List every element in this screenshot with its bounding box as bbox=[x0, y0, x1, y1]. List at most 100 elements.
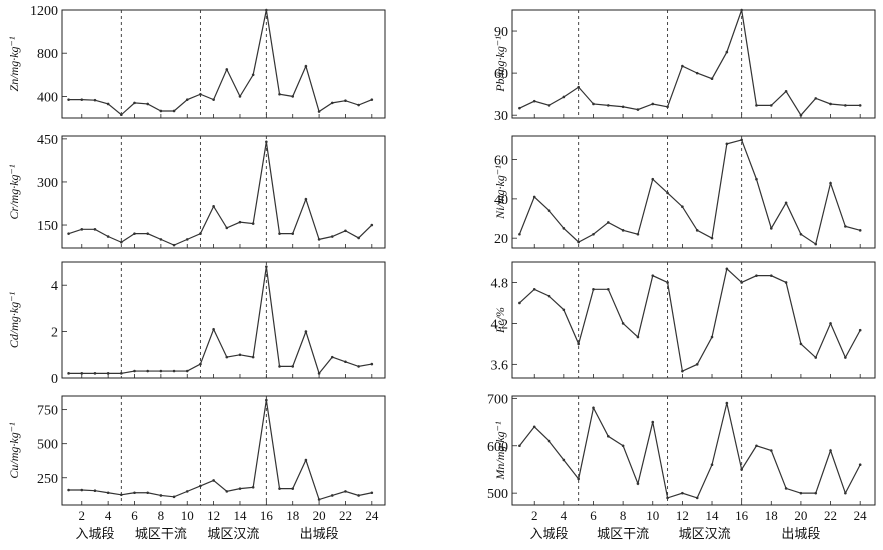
data-point bbox=[304, 64, 308, 68]
data-point bbox=[225, 355, 229, 359]
x-tick-label: 10 bbox=[646, 508, 659, 523]
data-point bbox=[799, 232, 803, 236]
data-point bbox=[621, 444, 625, 448]
plot-frame bbox=[511, 395, 876, 506]
y-tick-label: 3.6 bbox=[491, 358, 509, 373]
data-point bbox=[67, 98, 70, 101]
data-point bbox=[304, 330, 308, 333]
data-point bbox=[159, 494, 163, 497]
data-point bbox=[518, 232, 521, 236]
plot-frame bbox=[511, 135, 876, 249]
data-point bbox=[651, 274, 655, 277]
data-point bbox=[67, 232, 70, 235]
section-label: 城区干流 bbox=[135, 527, 187, 542]
data-point bbox=[278, 232, 281, 235]
data-point bbox=[710, 236, 714, 240]
data-point bbox=[238, 220, 242, 224]
y-tick-label: 4.2 bbox=[491, 317, 509, 332]
y-axis-label: Mn/mg·kg⁻¹ bbox=[493, 421, 507, 481]
data-point bbox=[829, 181, 832, 185]
data-point bbox=[304, 458, 308, 462]
data-point bbox=[577, 342, 580, 346]
data-point bbox=[562, 308, 566, 312]
data-point bbox=[185, 490, 189, 493]
data-point bbox=[93, 98, 97, 102]
data-point bbox=[106, 491, 110, 495]
data-point bbox=[740, 281, 743, 284]
data-point bbox=[159, 369, 163, 373]
data-point bbox=[562, 227, 566, 230]
data-point bbox=[681, 205, 684, 209]
data-point bbox=[858, 229, 862, 232]
data-point bbox=[80, 372, 84, 375]
data-point bbox=[344, 229, 347, 233]
y-tick-label: 2 bbox=[51, 326, 58, 341]
data-point bbox=[666, 105, 669, 109]
data-point bbox=[799, 113, 803, 117]
y-axis-label: Cd/mg·kg⁻¹ bbox=[7, 291, 21, 348]
y-tick-label: 400 bbox=[37, 90, 58, 105]
data-point bbox=[710, 463, 714, 467]
data-point bbox=[621, 322, 625, 325]
data-point bbox=[577, 240, 580, 244]
x-tick-label: 20 bbox=[794, 508, 807, 523]
data-point bbox=[844, 491, 847, 495]
data-point bbox=[172, 495, 176, 499]
data-point bbox=[238, 95, 242, 98]
data-point bbox=[666, 191, 669, 195]
x-tick-label: 8 bbox=[620, 508, 627, 523]
data-point bbox=[304, 197, 308, 201]
data-point bbox=[814, 491, 818, 495]
x-tick-label: 6 bbox=[131, 508, 138, 523]
data-point bbox=[146, 232, 149, 235]
y-axis-label: Cr/mg·kg⁻¹ bbox=[7, 164, 21, 219]
data-point bbox=[829, 322, 832, 325]
data-point bbox=[317, 110, 321, 113]
y-axis-label: Cu/mg·kg⁻¹ bbox=[7, 422, 21, 479]
y-axis-label: Ni/mg·kg⁻¹ bbox=[493, 165, 507, 220]
data-point bbox=[185, 98, 189, 101]
data-point bbox=[291, 365, 295, 368]
data-point bbox=[120, 113, 123, 117]
data-point bbox=[330, 494, 334, 497]
data-point bbox=[278, 487, 281, 490]
series-line-mn bbox=[518, 402, 861, 499]
data-point bbox=[592, 406, 595, 410]
x-tick-label: 6 bbox=[590, 508, 597, 523]
data-point bbox=[330, 235, 334, 238]
x-tick-label: 18 bbox=[286, 508, 299, 523]
y-tick-label: 800 bbox=[37, 47, 58, 62]
data-point bbox=[106, 235, 110, 238]
section-label: 出城段 bbox=[300, 527, 339, 542]
data-point bbox=[695, 71, 699, 75]
data-point bbox=[651, 102, 655, 106]
data-point bbox=[265, 265, 268, 268]
data-point bbox=[710, 335, 714, 339]
data-point bbox=[784, 201, 788, 205]
data-point bbox=[199, 484, 202, 488]
x-tick-label: 12 bbox=[207, 508, 220, 523]
data-point bbox=[120, 372, 123, 375]
data-point bbox=[212, 98, 215, 101]
data-point bbox=[858, 104, 862, 107]
y-tick-label: 450 bbox=[37, 133, 58, 148]
data-point bbox=[725, 267, 729, 271]
data-point bbox=[370, 491, 374, 495]
data-point bbox=[725, 401, 729, 405]
data-point bbox=[755, 104, 758, 107]
data-point bbox=[547, 209, 551, 212]
data-point bbox=[577, 85, 580, 89]
data-point bbox=[592, 102, 595, 106]
data-point bbox=[330, 101, 334, 105]
data-point bbox=[829, 449, 832, 452]
x-tick-label: 2 bbox=[531, 508, 538, 523]
y-tick-label: 60 bbox=[494, 67, 508, 82]
data-point bbox=[291, 95, 295, 98]
data-point bbox=[291, 487, 295, 490]
data-point bbox=[607, 287, 610, 291]
data-point bbox=[695, 229, 699, 232]
data-point bbox=[159, 109, 163, 113]
data-point bbox=[814, 242, 818, 246]
